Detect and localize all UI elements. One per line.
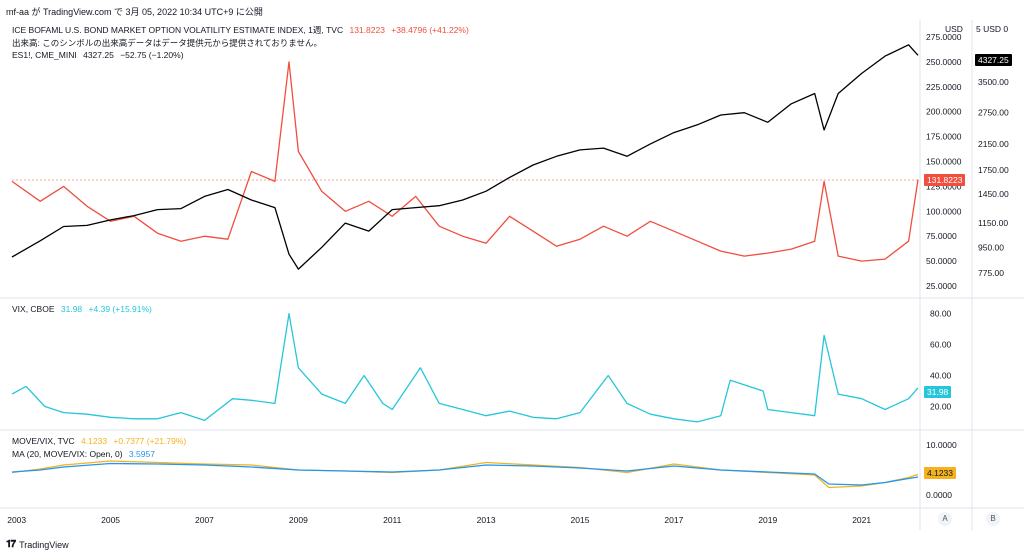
move-legend: ICE BOFAML U.S. BOND MARKET OPTION VOLAT… [12, 24, 473, 36]
es-axis-tick: 1150.00 [978, 218, 1008, 228]
vix-legend-value: 31.98 [60, 304, 83, 314]
ratio-axis-tick: 10.0000 [926, 440, 957, 450]
es-axis-tick: 1750.00 [978, 165, 1009, 175]
es-legend-value: 4327.25 [83, 50, 114, 60]
move-axis-tick: 275.0000 [926, 32, 962, 42]
move-axis-tick: 200.0000 [926, 107, 962, 117]
time-axis-label: 2015 [571, 515, 590, 525]
tradingview-logo-icon: 𝟏𝟕 [6, 539, 16, 550]
move-legend-value: 131.8223 [349, 25, 385, 35]
es-axis-tick: 1450.00 [978, 189, 1009, 199]
vix-axis-tick: 40.00 [930, 371, 952, 381]
auto-scale-button-a[interactable]: A [938, 512, 952, 526]
time-axis-label: 2003 [7, 515, 26, 525]
es-axis-tick: 2750.00 [978, 108, 1009, 118]
vix-legend-change: +4.39 (+15.91%) [88, 304, 152, 314]
footer: 𝟏𝟕 TradingView [6, 539, 69, 550]
ratio-legend: MOVE/VIX, TVC 4.1233 +0.7377 (+21.79%) [12, 436, 190, 446]
move-axis-tick: 125.0000 [926, 181, 962, 191]
es-axis-tick: 3500.00 [978, 77, 1009, 87]
time-axis-label: 2021 [852, 515, 871, 525]
move-legend-label: ICE BOFAML U.S. BOND MARKET OPTION VOLAT… [12, 25, 344, 35]
vix-legend: VIX, CBOE 31.98 +4.39 (+15.91%) [12, 304, 156, 314]
ma-legend: MA (20, MOVE/VIX: Open, 0) 3.5957 [12, 449, 159, 459]
move-price-tag: 131.8223 [924, 174, 966, 186]
vix-axis-tick: 80.00 [930, 309, 952, 319]
time-axis-label: 2011 [383, 515, 402, 525]
move-axis-tick: 75.0000 [926, 231, 957, 241]
move-series-line [11, 61, 919, 262]
vix-price-tag: 31.98 [924, 386, 952, 398]
ma-legend-label: MA (20, MOVE/VIX: Open, 0) [12, 449, 123, 459]
currency-label: USD [945, 24, 963, 34]
time-axis-label: 2013 [477, 515, 496, 525]
time-axis-label: 2009 [289, 515, 308, 525]
time-axis-label: 2005 [101, 515, 120, 525]
move-axis-tick: 150.0000 [926, 157, 962, 167]
ratio-ma-line [11, 462, 919, 486]
vix-axis-tick: 20.00 [930, 401, 952, 411]
es-series-line [11, 44, 919, 270]
move-axis-tick: 250.0000 [926, 57, 962, 67]
time-axis-label: 2007 [195, 515, 214, 525]
es-legend-change: −52.75 (−1.20%) [120, 50, 184, 60]
vix-series-line [11, 313, 919, 423]
es-axis-tick: 775.00 [978, 268, 1004, 278]
volume-legend: 出来高: このシンボルの出来高データはデータ提供元から提供されておりません。 [12, 38, 322, 48]
move-axis-tick: 25.0000 [926, 281, 957, 291]
time-axis-label: 2017 [664, 515, 683, 525]
move-axis-tick: 100.0000 [926, 206, 962, 216]
ratio-legend-value: 4.1233 [81, 436, 108, 446]
ratio-axis-tick: 0.0000 [926, 490, 952, 500]
move-axis-tick: 225.0000 [926, 82, 962, 92]
es-price-tag: 4327.25 [975, 54, 1012, 66]
ratio-legend-label: MOVE/VIX, TVC [12, 436, 75, 446]
move-axis-tick: 50.0000 [926, 256, 957, 266]
ma-legend-value: 3.5957 [128, 449, 155, 459]
time-axis-label: 2019 [758, 515, 777, 525]
auto-scale-button-b[interactable]: B [986, 512, 1000, 526]
publish-header: mf-aa が TradingView.com で 3月 05, 2022 10… [6, 7, 263, 17]
es-axis-tick: 2150.00 [978, 139, 1009, 149]
ratio-legend-change: +0.7377 (+21.79%) [113, 436, 187, 446]
ratio-price-tag: 4.1233 [924, 467, 956, 479]
footer-brand: TradingView [19, 539, 69, 550]
move-legend-change: +38.4796 (+41.22%) [391, 25, 469, 35]
es-legend-label: ES1!, CME_MINI [12, 50, 77, 60]
vix-legend-label: VIX, CBOE [12, 304, 55, 314]
right-currency-label: 5 USD 0 [976, 24, 1009, 34]
es-axis-tick: 950.00 [978, 242, 1004, 252]
es-legend: ES1!, CME_MINI 4327.25 −52.75 (−1.20%) [12, 50, 188, 60]
ratio-series-line [11, 460, 919, 489]
move-axis-tick: 175.0000 [926, 132, 962, 142]
vix-axis-tick: 60.00 [930, 340, 952, 350]
